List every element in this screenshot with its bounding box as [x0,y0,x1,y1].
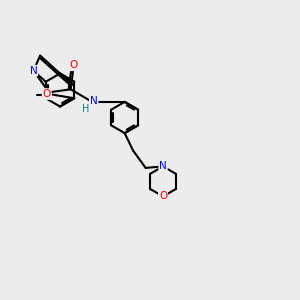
Text: N: N [30,66,37,76]
Text: O: O [69,60,77,70]
Text: N: N [159,161,167,171]
Text: N: N [90,96,98,106]
Text: H: H [82,104,89,114]
Text: O: O [159,191,167,201]
Text: O: O [43,89,51,99]
